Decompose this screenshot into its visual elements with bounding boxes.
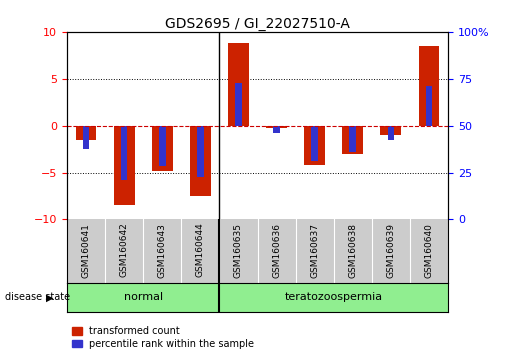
Text: GSM160641: GSM160641 — [81, 223, 91, 278]
Bar — [304, 126, 325, 165]
Text: normal: normal — [124, 292, 163, 302]
Title: GDS2695 / GI_22027510-A: GDS2695 / GI_22027510-A — [165, 17, 350, 31]
Text: GSM160636: GSM160636 — [272, 223, 281, 278]
Text: disease state: disease state — [5, 292, 70, 302]
Bar — [349, 126, 356, 152]
Bar — [152, 126, 173, 171]
Bar — [114, 126, 134, 205]
Bar — [425, 86, 433, 126]
Bar — [76, 126, 96, 140]
Text: GSM160639: GSM160639 — [386, 223, 396, 278]
Text: teratozoospermia: teratozoospermia — [285, 292, 383, 302]
Bar — [159, 126, 166, 166]
Text: ▶: ▶ — [46, 292, 54, 302]
Text: GSM160644: GSM160644 — [196, 223, 205, 278]
Bar — [121, 126, 128, 180]
Bar — [235, 84, 242, 126]
Legend: transformed count, percentile rank within the sample: transformed count, percentile rank withi… — [72, 326, 254, 349]
Bar — [273, 126, 280, 133]
Bar — [228, 43, 249, 126]
Bar — [197, 126, 204, 177]
Text: GSM160640: GSM160640 — [424, 223, 434, 278]
Bar — [266, 126, 287, 129]
Text: GSM160643: GSM160643 — [158, 223, 167, 278]
Bar — [419, 46, 439, 126]
Bar — [311, 126, 318, 161]
Text: GSM160642: GSM160642 — [119, 223, 129, 278]
Bar — [82, 126, 90, 149]
Bar — [342, 126, 363, 154]
Text: GSM160637: GSM160637 — [310, 223, 319, 278]
Bar — [190, 126, 211, 196]
Text: GSM160635: GSM160635 — [234, 223, 243, 278]
Text: GSM160638: GSM160638 — [348, 223, 357, 278]
Bar — [387, 126, 394, 140]
Bar — [381, 126, 401, 135]
